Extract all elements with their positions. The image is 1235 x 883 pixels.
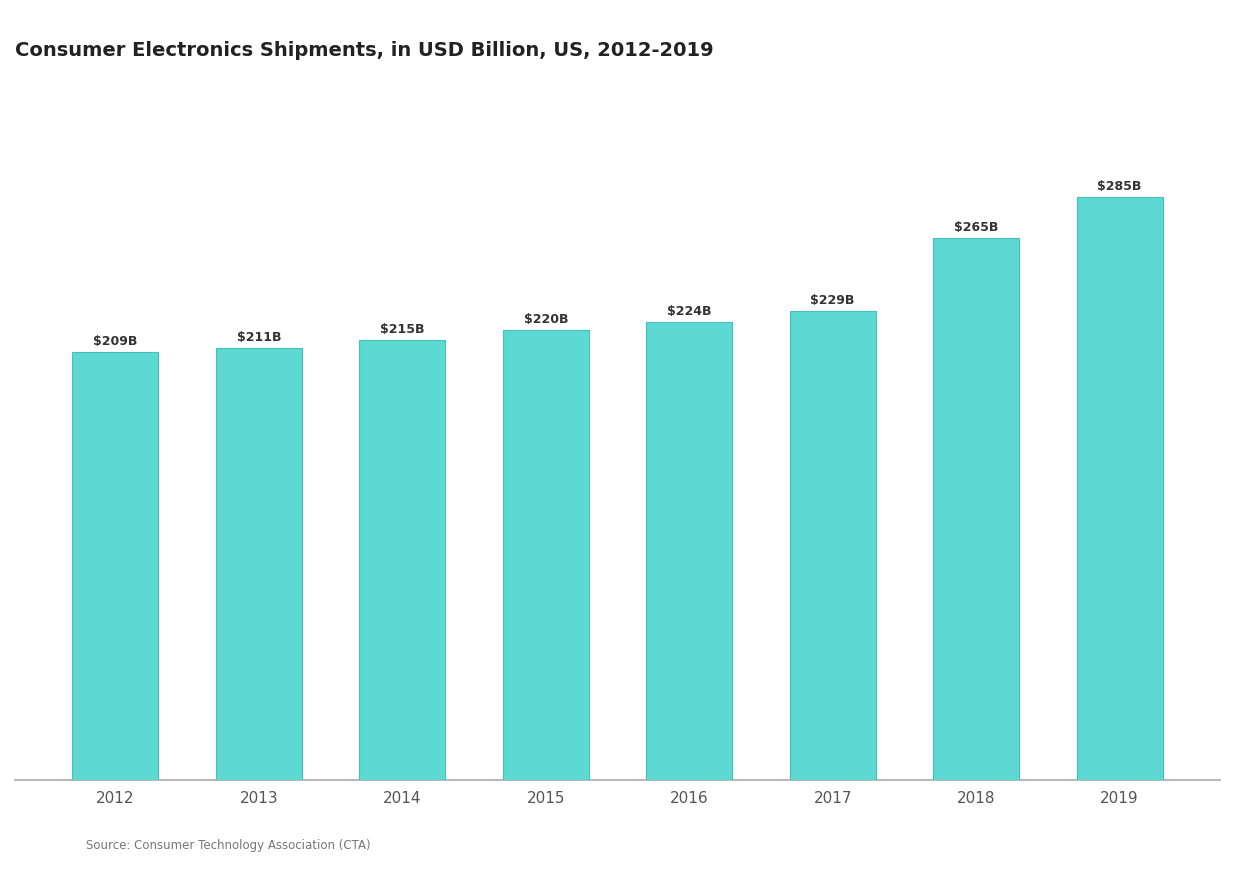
Bar xyxy=(934,238,1019,780)
Bar xyxy=(73,352,158,780)
Bar xyxy=(1077,197,1162,780)
Text: Consumer Electronics Shipments, in USD Billion, US, 2012-2019: Consumer Electronics Shipments, in USD B… xyxy=(15,42,714,61)
Text: $229B: $229B xyxy=(810,294,855,307)
Text: $285B: $285B xyxy=(1098,180,1142,192)
Bar xyxy=(359,340,446,780)
Text: $215B: $215B xyxy=(380,323,425,336)
Text: $265B: $265B xyxy=(953,221,998,234)
Bar xyxy=(503,330,589,780)
Text: $220B: $220B xyxy=(524,313,568,326)
Text: Source: Consumer Technology Association (CTA): Source: Consumer Technology Association … xyxy=(86,839,370,852)
Bar xyxy=(789,312,876,780)
Text: $224B: $224B xyxy=(667,305,711,318)
Text: $209B: $209B xyxy=(93,336,137,348)
Bar xyxy=(216,348,301,780)
Text: $211B: $211B xyxy=(237,331,282,344)
Bar xyxy=(646,321,732,780)
